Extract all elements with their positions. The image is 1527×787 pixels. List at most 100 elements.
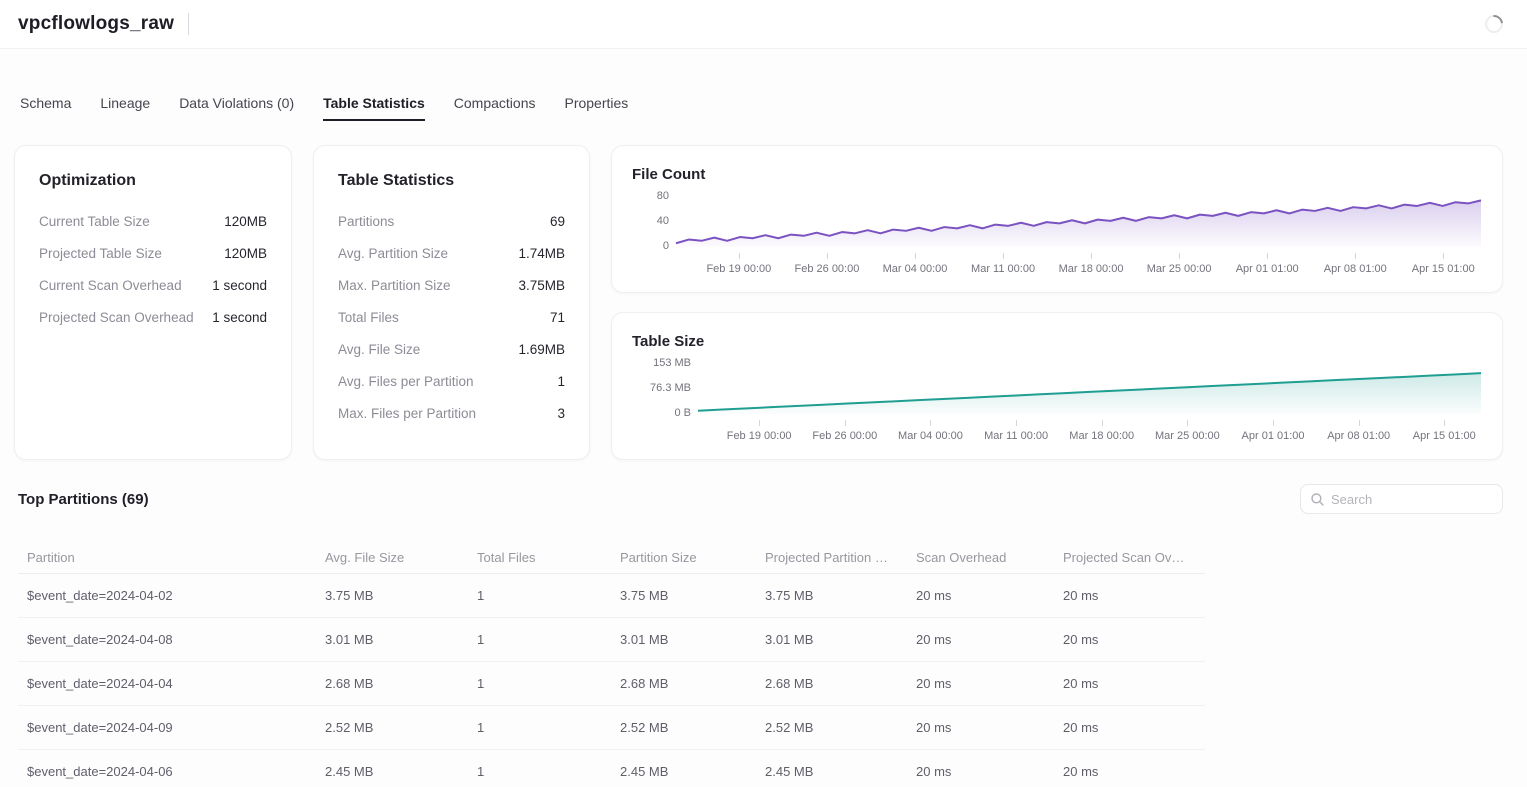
tab-lineage[interactable]: Lineage — [100, 95, 151, 111]
column-header-partition[interactable]: Partition — [27, 550, 75, 565]
tab-data-violations-0[interactable]: Data Violations (0) — [179, 95, 295, 111]
optimization-rows: Current Table Size 120MB Projected Table S… — [39, 212, 267, 328]
table-cell: 1 — [477, 588, 485, 603]
stat-label: Current Scan Overhead — [39, 278, 182, 293]
x-axis-label: Mar 18 00:00 — [1058, 263, 1124, 275]
table-cell: 3.75 MB — [765, 588, 814, 603]
table-body: $event_date=2024-04-02 3.75 MB 1 3.75 MB 3.7… — [18, 574, 1205, 787]
x-axis: Feb 19 00:00 Feb 26 00:00 Mar 04 00:00 Mar … — [676, 247, 1481, 281]
table-cell: $event_date=2024-04-06 — [27, 764, 173, 779]
table-cell: 3.01 MB — [325, 632, 374, 647]
stat-value: 1.74MB — [518, 246, 565, 261]
x-axis-tick — [1091, 253, 1093, 259]
table-cell: 3.01 MB — [765, 632, 814, 647]
x-axis-tick — [1003, 253, 1005, 259]
content-area: Schema Lineage Data Violations (0) Table St… — [0, 49, 1527, 787]
stat-value: 69 — [549, 214, 565, 229]
y-axis: 80 40 0 — [632, 190, 676, 292]
table-statistics-rows: Partitions 69 Avg. Partition Size 1.74MB Max… — [338, 212, 565, 424]
header-divider — [0, 48, 1527, 49]
table-row[interactable]: $event_date=2024-04-06 2.45 MB 1 2.45 MB 2.4… — [18, 750, 1205, 787]
table-cell: 3.75 MB — [620, 588, 669, 603]
table-cell: $event_date=2024-04-09 — [27, 720, 173, 735]
table-cell: 20 ms — [916, 632, 952, 647]
stat-value: 1 second — [212, 310, 267, 325]
table-row[interactable]: $event_date=2024-04-04 2.68 MB 1 2.68 MB 2.6… — [18, 662, 1205, 706]
x-axis-tick — [844, 420, 846, 426]
x-axis-tick — [759, 420, 761, 426]
x-axis-label: Mar 25 00:00 — [1154, 430, 1220, 442]
stat-label: Max. Files per Partition — [338, 406, 477, 421]
y-axis-label: 40 — [656, 215, 669, 228]
stat-row-current-scan-overhead: Current Scan Overhead 1 second — [39, 276, 267, 296]
stat-value: 120MB — [224, 214, 267, 229]
stat-value: 1 second — [212, 278, 267, 293]
x-axis-tick — [1179, 253, 1181, 259]
column-header-projected-partition[interactable]: Projected Partition … — [765, 550, 888, 565]
table-row[interactable]: $event_date=2024-04-09 2.52 MB 1 2.52 MB 2.5… — [18, 706, 1205, 750]
column-header-total-files[interactable]: Total Files — [477, 550, 536, 565]
x-axis-label: Mar 04 00:00 — [882, 263, 948, 275]
table-cell: 2.45 MB — [765, 764, 814, 779]
stat-label: Projected Scan Overhead — [39, 310, 194, 325]
table-cell: 2.68 MB — [765, 676, 814, 691]
column-header-partition-size[interactable]: Partition Size — [620, 550, 697, 565]
x-axis-label: Mar 04 00:00 — [898, 430, 963, 442]
table-cell: 20 ms — [916, 588, 952, 603]
column-header-avg-file-size[interactable]: Avg. File Size — [325, 550, 405, 565]
x-axis-label: Mar 11 00:00 — [984, 430, 1049, 442]
stat-row-max-partition-size: Max. Partition Size 3.75MB — [338, 276, 565, 296]
table-size-chart-title: Table Size — [632, 333, 705, 350]
table-cell: 1 — [477, 676, 485, 691]
summary-cards-row: Optimization Current Table Size 120MB Proj… — [0, 145, 1527, 460]
table-cell: $event_date=2024-04-08 — [27, 632, 173, 647]
table_size-plot-svg — [698, 358, 1481, 414]
optimization-card: Optimization Current Table Size 120MB Proj… — [14, 145, 292, 460]
stat-value: 120MB — [224, 246, 267, 261]
table-statistics-card: Table Statistics Partitions 69 Avg. Partit… — [313, 145, 590, 460]
table-cell: 2.52 MB — [620, 720, 669, 735]
x-axis-tick — [915, 253, 916, 259]
table-cell: 20 ms — [1063, 632, 1099, 647]
y-axis-label: 0 — [662, 240, 669, 252]
stat-label: Max. Partition Size — [338, 278, 451, 293]
stat-value: 3 — [557, 406, 565, 421]
table-cell: 2.68 MB — [620, 676, 669, 691]
x-axis-tick — [1358, 420, 1360, 426]
tab-table-statistics[interactable]: Table Statistics — [323, 95, 425, 121]
stat-row-partitions: Partitions 69 — [338, 212, 565, 232]
loading-spinner-icon — [1481, 11, 1507, 37]
stat-row-avg-file-size: Avg. File Size 1.69MB — [338, 340, 565, 360]
tab-properties[interactable]: Properties — [564, 95, 629, 111]
x-axis-label: Mar 18 00:00 — [1069, 430, 1135, 442]
column-header-scan-overhead[interactable]: Scan Overhead — [916, 550, 1007, 565]
stat-value: 1.69MB — [518, 342, 565, 357]
table-statistics-card-title: Table Statistics — [338, 172, 455, 189]
table-size-card: Table Size 153 MB 76.3 MB 0 B Feb 19 00:00 F… — [611, 312, 1503, 460]
x-axis-label: Feb 19 00:00 — [726, 430, 792, 442]
search-box[interactable] — [1300, 484, 1503, 514]
table-size-chart: 153 MB 76.3 MB 0 B Feb 19 00:00 Feb 26 00:00… — [632, 357, 1481, 459]
x-axis-tick — [1273, 420, 1275, 426]
table-row[interactable]: $event_date=2024-04-02 3.75 MB 1 3.75 MB 3.7… — [18, 574, 1205, 618]
search-input[interactable] — [1331, 491, 1492, 507]
table-cell: 20 ms — [1063, 588, 1099, 603]
x-axis-label: Feb 19 00:00 — [706, 263, 772, 275]
stat-value: 71 — [549, 310, 565, 325]
top-bar: vpcflowlogs_raw — [0, 0, 1527, 48]
optimization-card-title: Optimization — [39, 172, 136, 189]
x-axis-tick — [738, 253, 740, 259]
table-cell: 20 ms — [916, 764, 952, 779]
table-row[interactable]: $event_date=2024-04-08 3.01 MB 1 3.01 MB 3.0… — [18, 618, 1205, 662]
table-cell: 20 ms — [916, 676, 952, 691]
x-axis-tick — [1444, 420, 1446, 426]
tab-compactions[interactable]: Compactions — [453, 95, 536, 111]
table-cell: 20 ms — [1063, 764, 1099, 779]
x-axis-tick — [1187, 420, 1189, 426]
column-header-projected-scan-ov[interactable]: Projected Scan Ov… — [1063, 550, 1185, 565]
file-count-chart: 80 40 0 Feb 19 00:00 Feb 26 00:00 Mar 04 00:0… — [632, 190, 1481, 292]
y-axis: 153 MB 76.3 MB 0 B — [632, 357, 698, 459]
tab-schema[interactable]: Schema — [20, 95, 72, 111]
stat-value: 1 — [557, 374, 565, 389]
x-axis-tick — [1016, 420, 1018, 426]
